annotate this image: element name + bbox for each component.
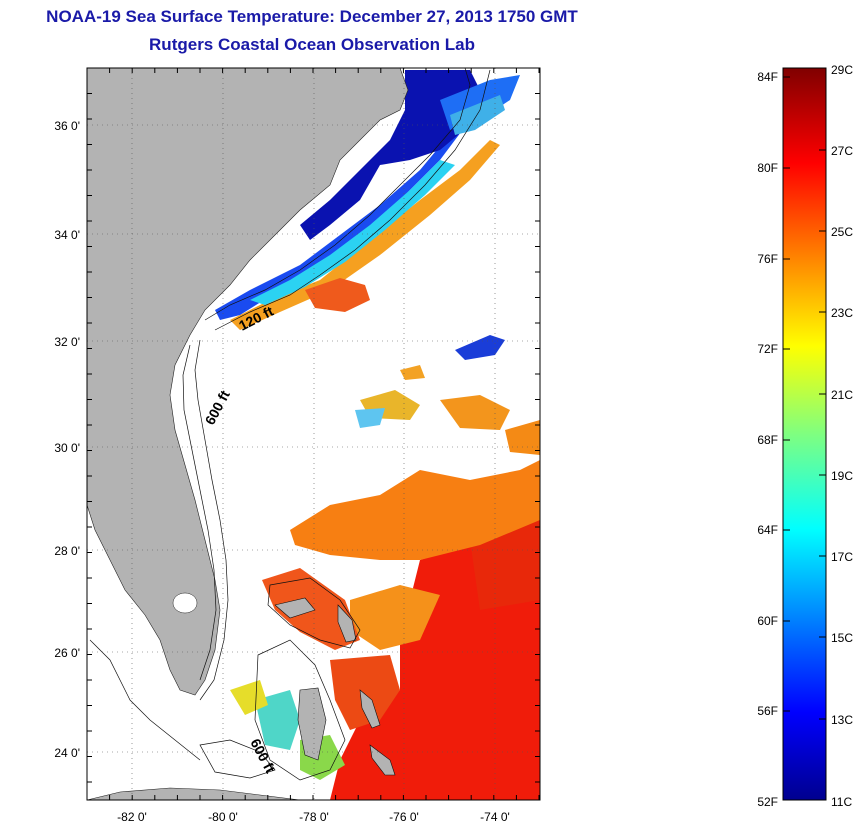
land-cuba [87, 787, 301, 800]
colorbar-c-label: 27C [831, 144, 853, 158]
contour-120ft [204, 68, 471, 321]
map-subtitle: Rutgers Coastal Ocean Observation Lab [149, 35, 475, 54]
lon-tick-label: -80 0' [208, 810, 238, 824]
map-grid [87, 68, 540, 800]
lat-tick-label: 34 0' [54, 228, 80, 242]
colorbar-f-label: 84F [757, 70, 778, 84]
sst-orange-east [440, 395, 510, 430]
colorbar-c-label: 13C [831, 713, 853, 727]
lat-axis: 36 0' 34 0' 32 0' 30 0' 28 0' 26 0' 24 0… [54, 119, 80, 760]
land-us-coast [87, 68, 409, 696]
map-title: NOAA-19 Sea Surface Temperature: Decembe… [46, 7, 578, 26]
lat-tick-label: 30 0' [54, 441, 80, 455]
lon-tick-label: -82 0' [117, 810, 147, 824]
colorbar-c-label: 21C [831, 388, 853, 402]
colorbar-f-label: 76F [757, 252, 778, 266]
land-andros [297, 687, 327, 761]
contour-inner-shelf [182, 344, 217, 681]
sst-orange-mid [350, 585, 440, 650]
colorbar-c-label: 25C [831, 225, 853, 239]
lon-tick-label: -76 0' [389, 810, 419, 824]
colorbar-f-label: 72F [757, 342, 778, 356]
contour-lbb [267, 577, 361, 649]
colorbar-c-label: 23C [831, 306, 853, 320]
colorbar-f-label: 56F [757, 704, 778, 718]
colorbar-c-label: 29C [831, 63, 853, 77]
bathymetry-contours [89, 68, 491, 781]
sst-bahamas-yellow [230, 680, 268, 715]
land-grand-bahama [274, 597, 316, 619]
land-abaco [337, 604, 357, 643]
sst-layer [215, 70, 540, 800]
colorbar: 84F 80F 76F 72F 68F 64F 60F 56F 52F 29C … [757, 63, 853, 809]
sst-red-east [470, 500, 540, 610]
sst-warm-32n [305, 278, 370, 312]
land-eleuthera [359, 689, 381, 729]
sst-bahamas-warm2 [330, 655, 400, 730]
sst-chesapeake-cold [300, 70, 480, 240]
colorbar-f-label: 68F [757, 433, 778, 447]
contour-bahamas-bank [254, 639, 346, 781]
lon-tick-label: -74 0' [480, 810, 510, 824]
lat-tick-label: 24 0' [54, 746, 80, 760]
land-exuma [369, 744, 396, 776]
map-panel: 120 ft 600 ft 600 ft [87, 68, 540, 800]
colorbar-f-ticks [783, 76, 790, 712]
colorbar-f-label: 60F [757, 614, 778, 628]
colorbar-c-label: 11C [831, 795, 852, 809]
colorbar-f-label: 64F [757, 523, 778, 537]
contour-gulf [89, 639, 201, 761]
sst-gulf-stream [230, 140, 500, 330]
sst-patch-31n [355, 408, 385, 428]
colorbar-f-label: 80F [757, 161, 778, 175]
lake-okeechobee [172, 592, 198, 614]
colorbar-c-ticks [819, 149, 826, 720]
sst-orange-28n [290, 460, 540, 560]
sst-shelf-cyan [250, 160, 455, 305]
colorbar-f-label: 52F [757, 795, 778, 809]
colorbar-gradient [782, 67, 827, 801]
lat-tick-label: 32 0' [54, 335, 80, 349]
lat-tick-label: 28 0' [54, 544, 80, 558]
lon-axis: -82 0' -80 0' -78 0' -76 0' -74 0' [117, 810, 510, 824]
lat-tick-label: 36 0' [54, 119, 80, 133]
contour-600ft-shelf [194, 339, 229, 701]
colorbar-c-label: 15C [831, 631, 853, 645]
sst-north-teal [450, 95, 505, 135]
lat-tick-label: 26 0' [54, 646, 80, 660]
sst-orange-east2 [505, 420, 540, 455]
sst-shelf-cool [215, 120, 470, 320]
colorbar-c-label: 19C [831, 469, 853, 483]
lon-tick-label: -78 0' [299, 810, 329, 824]
contour-keys [199, 739, 276, 779]
colorbar-c-label: 17C [831, 550, 853, 564]
contour-600ft-north [214, 69, 491, 331]
map-ticks [86, 67, 540, 800]
sst-patch-31n-b [400, 365, 425, 380]
